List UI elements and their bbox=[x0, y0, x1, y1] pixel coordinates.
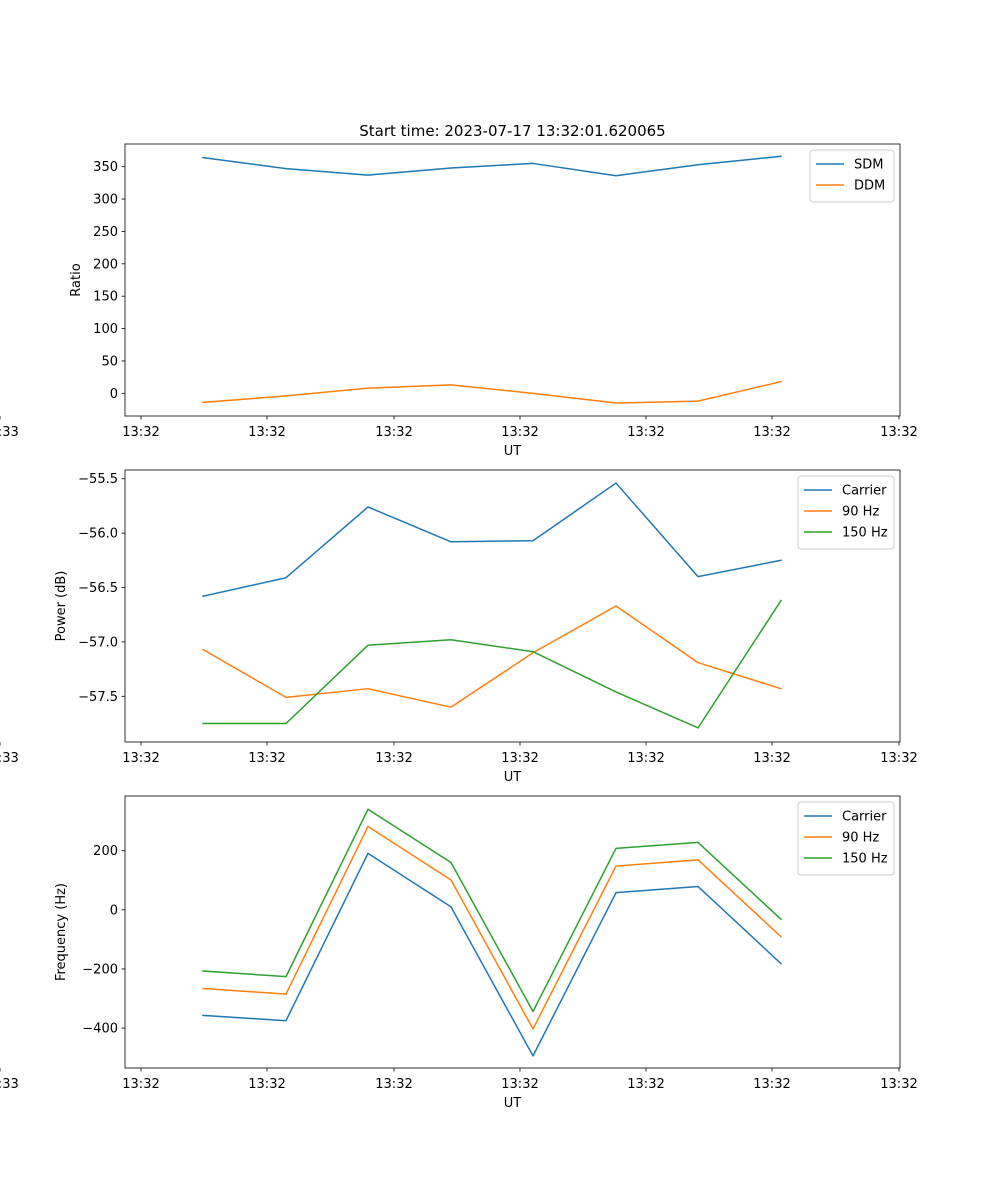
x-tick-label: 13:32 bbox=[501, 425, 538, 440]
series-line-90-hz bbox=[201, 605, 782, 708]
y-tick-label: 0 bbox=[110, 903, 118, 918]
x-tick-label: 13:32 bbox=[248, 1077, 285, 1092]
x-tick-label: 13:32 bbox=[248, 425, 285, 440]
x-axis-label: UT bbox=[504, 1096, 522, 1111]
series-line-carrier bbox=[202, 482, 782, 598]
x-tick-label: 13:32 bbox=[627, 751, 664, 766]
legend-box bbox=[797, 475, 895, 550]
legend-label: SDM bbox=[854, 158, 883, 173]
y-tick-label: −400 bbox=[82, 1022, 118, 1037]
y-tick-label: 350 bbox=[93, 160, 118, 175]
legend-box bbox=[809, 149, 895, 203]
y-tick-label: −57.5 bbox=[78, 690, 118, 705]
x-tick-label: 13:32 bbox=[248, 751, 285, 766]
x-tick-label: 13:33 bbox=[0, 425, 19, 440]
y-tick-label: −200 bbox=[82, 962, 118, 977]
series-line-carrier bbox=[202, 852, 783, 1057]
x-tick-label: 13:32 bbox=[375, 425, 412, 440]
axes-frame bbox=[124, 469, 901, 743]
legend-label: 90 Hz bbox=[842, 505, 879, 520]
subplot-2: −57.5 −57.0 −56.5 −56.0 −55.5 13:32 13:32 13:32… bbox=[0, 469, 918, 785]
x-tick-label: 13:32 bbox=[501, 751, 538, 766]
legend-label: 150 Hz bbox=[842, 852, 888, 867]
y-tick-label: 0 bbox=[110, 387, 118, 402]
legend-label: 150 Hz bbox=[842, 526, 888, 541]
figure-title: Start time: 2023-07-17 13:32:01.620065 bbox=[359, 122, 665, 140]
legend-label: Carrier bbox=[842, 484, 887, 499]
legend: SDM DDM bbox=[809, 149, 895, 203]
y-tick-label: 200 bbox=[93, 257, 118, 272]
x-tick-label: 13:32 bbox=[880, 1077, 917, 1092]
legend-box bbox=[797, 801, 895, 876]
x-tick-label: 13:32 bbox=[627, 1077, 664, 1092]
y-tick-label: 150 bbox=[93, 290, 118, 305]
y-tick-label: −57.0 bbox=[78, 635, 118, 650]
y-tick-label: −56.5 bbox=[78, 581, 118, 596]
x-tick-label: 13:32 bbox=[627, 425, 664, 440]
x-axis-label: UT bbox=[504, 444, 522, 459]
x-tick-label: 13:32 bbox=[375, 751, 412, 766]
series-line-150-hz bbox=[202, 599, 783, 729]
axes-frame bbox=[124, 795, 901, 1069]
y-tick-label: −55.5 bbox=[78, 472, 118, 487]
series-line-90-hz bbox=[202, 825, 783, 1030]
x-tick-label: 13:32 bbox=[122, 1077, 159, 1092]
y-tick-label: 250 bbox=[93, 225, 118, 240]
x-axis-label: UT bbox=[504, 770, 522, 785]
y-axis-label: Frequency (Hz) bbox=[54, 883, 69, 981]
subplots: 0 50 100 150 200 250 300 350 13:32 13:32 13:32 13:3… bbox=[0, 143, 918, 1111]
series-line-sdm bbox=[202, 155, 782, 177]
y-tick-label: 100 bbox=[93, 322, 118, 337]
legend-label: Carrier bbox=[842, 810, 887, 825]
x-tick-label: 13:32 bbox=[375, 1077, 412, 1092]
legend: Carrier 90 Hz 150 Hz bbox=[797, 801, 895, 876]
x-tick-label: 13:33 bbox=[0, 1077, 19, 1092]
y-axis-label: Ratio bbox=[69, 263, 84, 296]
x-tick-label: 13:32 bbox=[122, 425, 159, 440]
series-line-150-hz bbox=[202, 808, 783, 1013]
axes-frame bbox=[124, 143, 901, 417]
legend-label: 90 Hz bbox=[842, 831, 879, 846]
y-axis-label: Power (dB) bbox=[54, 571, 69, 642]
subplot-3: −400 −200 0 200 13:32 13:32 13:32 13:32 13:32 13:… bbox=[0, 795, 918, 1111]
series-line-ddm bbox=[202, 380, 782, 404]
legend-label: DDM bbox=[854, 179, 885, 194]
x-tick-label: 13:33 bbox=[0, 751, 19, 766]
x-tick-label: 13:32 bbox=[501, 1077, 538, 1092]
x-tick-label: 13:32 bbox=[753, 425, 790, 440]
x-tick-label: 13:32 bbox=[122, 751, 159, 766]
subplot-1: 0 50 100 150 200 250 300 350 13:32 13:32 13:32 13:3… bbox=[0, 143, 918, 459]
x-tick-label: 13:32 bbox=[753, 751, 790, 766]
y-tick-label: 50 bbox=[101, 354, 118, 369]
x-tick-label: 13:32 bbox=[880, 425, 917, 440]
y-tick-label: 300 bbox=[93, 193, 118, 208]
x-tick-label: 13:32 bbox=[753, 1077, 790, 1092]
legend: Carrier 90 Hz 150 Hz bbox=[797, 475, 895, 550]
y-tick-label: 200 bbox=[93, 844, 118, 859]
y-tick-label: −56.0 bbox=[78, 527, 118, 542]
x-tick-label: 13:32 bbox=[880, 751, 917, 766]
